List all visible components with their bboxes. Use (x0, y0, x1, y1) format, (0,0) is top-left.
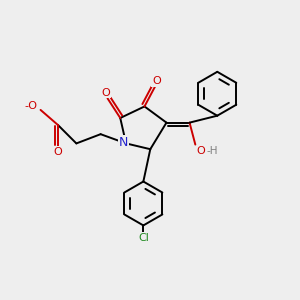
Text: -H: -H (206, 146, 218, 157)
Text: -O: -O (25, 101, 38, 111)
Text: O: O (101, 88, 110, 98)
Text: O: O (152, 76, 161, 86)
Text: N: N (119, 136, 128, 149)
Text: O: O (196, 146, 205, 157)
Text: O: O (53, 147, 62, 157)
Text: Cl: Cl (138, 233, 149, 243)
Text: H: H (22, 101, 30, 111)
